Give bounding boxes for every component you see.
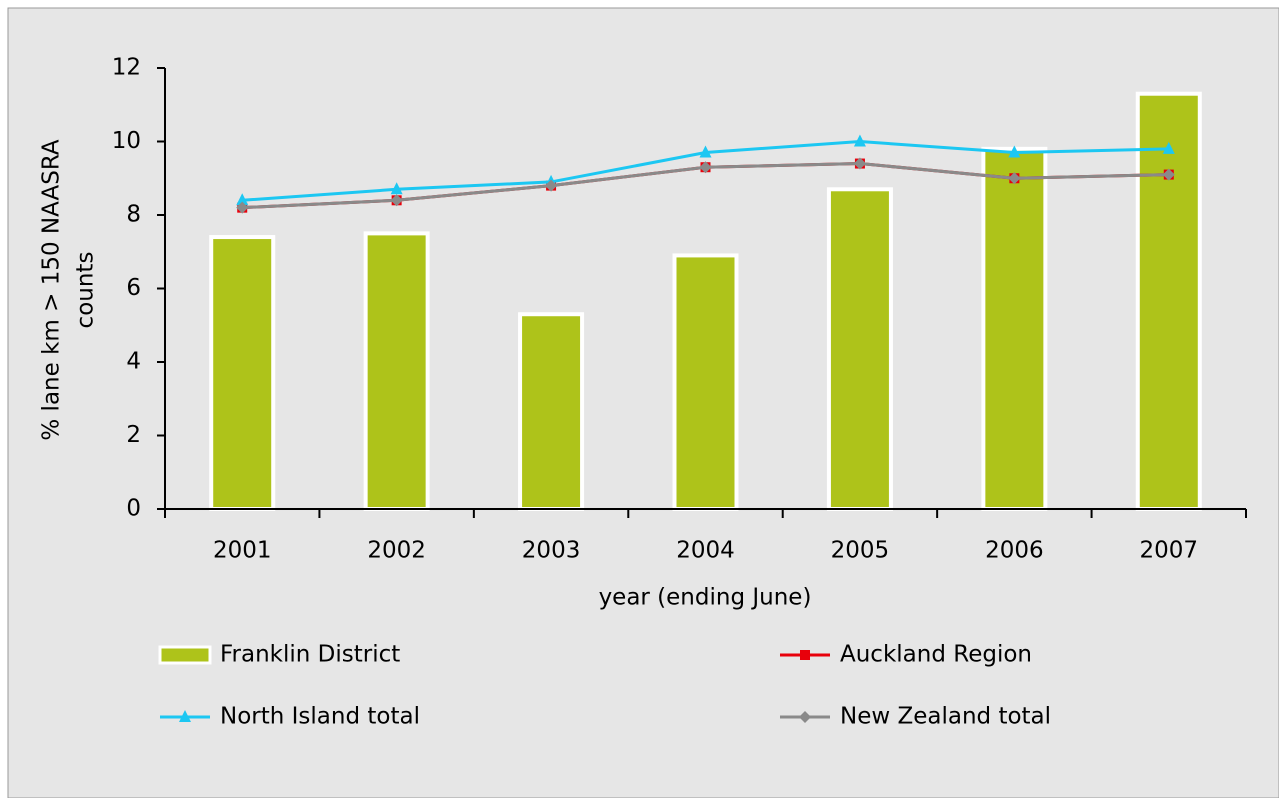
y-axis-title: % lane km > 150 NAASRA (39, 139, 65, 440)
bar (826, 187, 893, 511)
bar (363, 231, 430, 511)
marker (236, 193, 249, 206)
legend-label: Franklin District (220, 642, 400, 668)
bar (209, 235, 276, 512)
marker (1162, 168, 1175, 181)
legend-label: New Zealand total (840, 704, 1051, 730)
marker (390, 194, 403, 207)
x-tick-label: 2004 (676, 538, 735, 564)
y-tick-label: 2 (126, 422, 141, 448)
marker (545, 179, 558, 192)
marker (800, 650, 810, 660)
x-tick-label: 2005 (831, 538, 890, 564)
marker (1162, 141, 1175, 154)
x-tick-label: 2003 (522, 538, 581, 564)
chart-background (7, 7, 1279, 798)
legend-swatch (158, 645, 212, 665)
x-tick-label: 2001 (213, 538, 272, 564)
bar (518, 312, 585, 511)
marker (1008, 145, 1021, 158)
marker (699, 161, 712, 174)
marker (799, 711, 811, 723)
x-tick-label: 2007 (1140, 538, 1199, 564)
y-tick-label: 4 (126, 349, 141, 375)
x-axis-title: year (ending June) (599, 585, 812, 611)
y-tick-label: 10 (112, 128, 141, 154)
bar (1135, 91, 1202, 511)
marker (853, 134, 866, 147)
legend-label: North Island total (220, 704, 420, 730)
y-axis-title: counts (73, 252, 99, 329)
bar (981, 146, 1048, 511)
marker (699, 145, 712, 158)
marker (179, 710, 191, 722)
bar (672, 253, 739, 511)
x-tick-label: 2006 (985, 538, 1044, 564)
y-tick-label: 12 (112, 55, 141, 81)
marker (1008, 172, 1021, 185)
y-tick-label: 0 (126, 496, 141, 522)
legend-label: Auckland Region (840, 642, 1032, 668)
marker (390, 182, 403, 195)
marker (236, 201, 249, 214)
marker (853, 157, 866, 170)
y-tick-label: 6 (126, 275, 141, 301)
y-tick-label: 8 (126, 202, 141, 228)
x-tick-label: 2002 (367, 538, 426, 564)
